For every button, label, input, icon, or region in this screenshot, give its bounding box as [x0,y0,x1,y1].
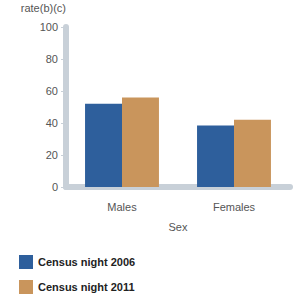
svg-text:Females: Females [213,201,256,213]
svg-text:0: 0 [52,181,58,193]
svg-text:60: 60 [46,85,58,97]
svg-text:80: 80 [46,53,58,65]
svg-text:Males: Males [107,201,137,213]
svg-text:rate(b)(c): rate(b)(c) [21,2,66,14]
svg-text:Sex: Sex [169,221,188,233]
svg-text:Census night 2011: Census night 2011 [38,281,135,293]
svg-text:40: 40 [46,117,58,129]
svg-text:100: 100 [40,21,58,33]
svg-text:20: 20 [46,149,58,161]
svg-text:Census night 2006: Census night 2006 [38,256,135,268]
